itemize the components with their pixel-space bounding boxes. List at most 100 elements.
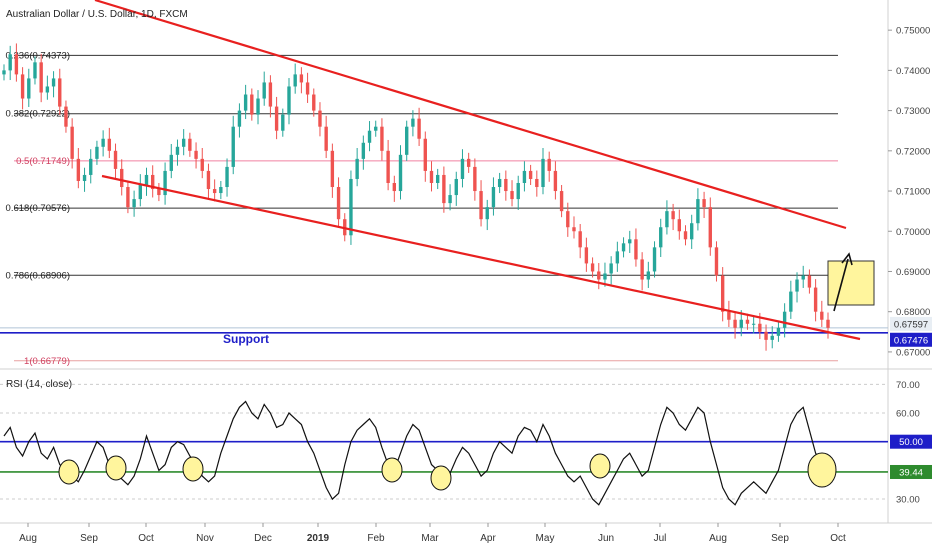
candle-body: [789, 291, 793, 312]
price-label-text: 0.67597: [894, 319, 928, 330]
candle-body: [751, 323, 756, 325]
candle-body: [33, 62, 37, 79]
candle-body: [324, 126, 328, 151]
candle-body: [454, 178, 458, 196]
x-tick-label: Oct: [830, 533, 846, 544]
price-tick-label: 0.71000: [896, 187, 930, 198]
candle-body: [305, 82, 310, 95]
candle-body: [101, 138, 105, 147]
rsi-tick-label: 60.00: [896, 409, 920, 420]
candle-body: [20, 74, 25, 99]
candle-body: [603, 273, 607, 280]
candle-body: [435, 174, 440, 183]
price-tick-label: 0.74000: [896, 66, 930, 77]
candle-body: [250, 94, 254, 115]
rsi-touch-marker: [58, 459, 80, 485]
axes: Aug Sep Oct Nov Dec 2019 Feb Mar Apr May Jun Jul Aug…: [19, 26, 932, 544]
candle-body: [231, 126, 235, 167]
candle-body: [572, 227, 576, 232]
candle-body: [473, 166, 477, 192]
price-tick-label: 0.70000: [896, 227, 930, 238]
price-tick-label: 0.72000: [896, 146, 930, 157]
x-tick-label: Sep: [80, 533, 98, 544]
candle-body: [776, 327, 781, 336]
candle-body: [727, 311, 731, 320]
candle-body: [590, 263, 595, 272]
fib-level-label: 0.618(0.70576): [6, 203, 70, 214]
rsi-line: [3, 400, 829, 506]
candle-body: [535, 178, 539, 188]
rsi-touch-marker: [381, 457, 403, 483]
support-label: Support: [223, 332, 269, 346]
candle-body: [429, 170, 434, 183]
candle-body: [782, 311, 787, 328]
candle-body: [801, 275, 805, 280]
candle-body: [386, 150, 390, 183]
projection-annotation: [827, 252, 875, 312]
candle-body: [330, 150, 335, 188]
candle-body: [39, 62, 43, 93]
candle-body: [497, 178, 502, 188]
rsi-level-box: [890, 434, 932, 449]
candle-body: [225, 166, 229, 188]
rsi-level-text: 39.44: [899, 467, 923, 478]
candle-body: [151, 174, 155, 190]
candle-body: [374, 126, 378, 131]
price-label-text: 0.67476: [894, 335, 928, 346]
price-tick-label: 0.67000: [896, 347, 930, 358]
candle-body: [820, 311, 824, 320]
candle-body: [89, 158, 93, 175]
rsi-touch-marker: [589, 453, 611, 479]
fib-level-label: 0.5(0.71749): [16, 156, 70, 167]
candle-body: [8, 54, 12, 71]
candle-body: [349, 178, 353, 236]
x-tick-label: Jul: [654, 533, 667, 544]
candle-body: [417, 118, 421, 139]
candle-body: [665, 211, 669, 228]
candle-body: [398, 154, 403, 192]
candle-body: [82, 174, 87, 181]
candle-body: [733, 319, 737, 328]
rsi-level-text: 50.00: [899, 437, 923, 448]
candle-body: [758, 323, 762, 332]
candle-body: [504, 178, 508, 192]
candle-body: [299, 74, 304, 83]
candle-body: [683, 231, 688, 240]
candle-body: [615, 251, 620, 264]
candle-body: [621, 243, 626, 252]
candle-body: [510, 191, 514, 200]
candle-body: [243, 94, 248, 111]
candle-body: [690, 223, 694, 240]
candle-body: [696, 199, 700, 224]
candle-body: [553, 170, 558, 192]
candle-body: [27, 78, 31, 99]
candle-body: [559, 191, 564, 212]
candle-body: [448, 195, 452, 204]
projection-arrowhead: [841, 252, 853, 266]
candlestick-series: [2, 43, 830, 351]
candle-body: [442, 174, 446, 204]
candle-body: [714, 247, 719, 276]
candle-body: [256, 98, 260, 115]
price-tick-label: 0.68000: [896, 307, 930, 318]
candle-body: [411, 118, 415, 127]
candle-body: [212, 189, 217, 194]
candle-body: [194, 150, 198, 159]
candle-body: [708, 207, 712, 248]
fib-level-label: 0.236(0.74373): [6, 50, 70, 61]
price-tick-label: 0.69000: [896, 267, 930, 278]
candle-body: [2, 70, 6, 75]
x-tick-label: Dec: [254, 533, 272, 544]
rsi-level-box: [890, 464, 932, 479]
candle-body: [405, 126, 409, 155]
x-tick-label: May: [536, 533, 555, 544]
candle-body: [460, 158, 465, 179]
candle-body: [634, 239, 638, 260]
fib-level-label: 0.786(0.68906): [6, 270, 70, 281]
candle-body: [720, 275, 725, 312]
candle-body: [163, 170, 167, 196]
candle-body: [807, 275, 812, 288]
candle-body: [120, 168, 124, 188]
candle-body: [466, 158, 471, 167]
